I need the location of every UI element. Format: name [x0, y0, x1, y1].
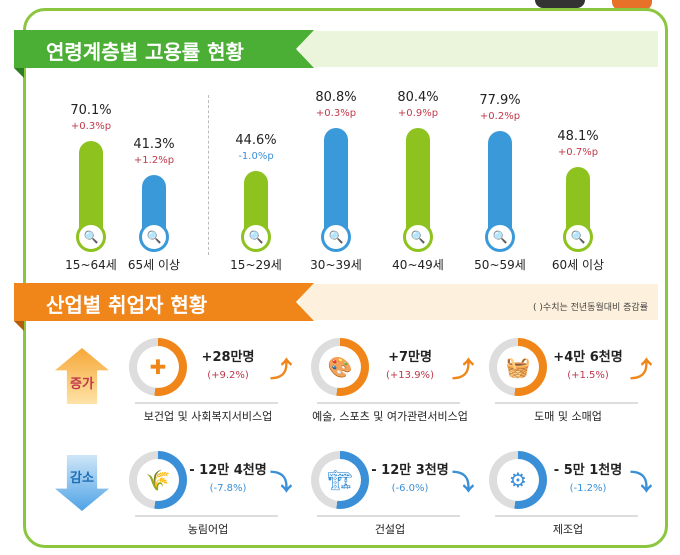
rate-change: +0.7%p	[557, 146, 599, 158]
rate-change: +0.3%p	[70, 120, 112, 132]
industry-icon: ✚	[137, 346, 179, 388]
industry-name: 건설업	[374, 523, 406, 536]
rate-bar	[79, 140, 103, 237]
age-group-label: 65세 이상	[127, 258, 181, 272]
rate-change: -1.0%p	[238, 150, 274, 162]
industry-icon: 🏗	[319, 459, 361, 501]
age-group-label: 50~59세	[474, 258, 526, 272]
employment-rate: 41.3%	[133, 136, 175, 152]
industry-icon: 🌾	[137, 459, 179, 501]
employment-rate: 44.6%	[235, 132, 277, 148]
employment-rate: 70.1%	[70, 102, 112, 118]
employment-change: - 12만 3천명	[371, 463, 449, 478]
industry-name: 보건업 및 사회복지서비스업	[143, 410, 273, 423]
divider	[495, 402, 638, 404]
industry-donut: 🌾	[129, 451, 187, 509]
industry-name: 예술, 스포츠 및 여가관련서비스업	[312, 410, 468, 423]
age-group-label: 15~29세	[230, 258, 282, 272]
document-search-icon: 🔍	[321, 222, 351, 252]
divider	[135, 515, 278, 517]
change-rate: (-1.2%)	[569, 483, 607, 494]
document-search-icon: 🔍	[241, 222, 271, 252]
rate-change: +0.9%p	[397, 108, 439, 120]
change-rate: (-6.0%)	[391, 483, 429, 494]
rate-bar	[488, 131, 512, 237]
industry-donut: ✚	[129, 338, 187, 396]
industry-section-title: 산업별 취업자 현황	[14, 283, 314, 321]
change-rate: (+1.5%)	[567, 370, 609, 381]
rate-change: +0.2%p	[479, 111, 521, 123]
rate-change: +1.2%p	[133, 154, 175, 166]
employment-change: - 12만 4천명	[189, 463, 267, 478]
change-rate: (+13.9%)	[386, 370, 434, 381]
decrease-trend-arrow-icon: ⤵	[452, 471, 475, 496]
industry-name: 제조업	[552, 523, 584, 536]
rate-bar	[406, 128, 430, 237]
industry-name: 농림어업	[187, 523, 229, 536]
banner-band	[300, 284, 658, 320]
rate-change: +0.3%p	[315, 107, 357, 119]
industry-donut: ⚙	[489, 451, 547, 509]
increase-trend-arrow-icon: ⤴	[630, 358, 653, 383]
industry-icon: ⚙	[497, 459, 539, 501]
divider	[317, 402, 460, 404]
industry-donut: 🎨	[311, 338, 369, 396]
document-search-icon: 🔍	[139, 222, 169, 252]
employment-change: +4만 6천명	[553, 350, 623, 365]
age-group-label: 60세 이상	[551, 258, 605, 272]
decrease-trend-arrow-icon: ⤵	[630, 471, 653, 496]
age-group-label: 30~39세	[310, 258, 362, 272]
banner-fold	[14, 321, 24, 331]
employment-rate: 80.8%	[315, 89, 357, 105]
industry-donut: 🏗	[311, 451, 369, 509]
employment-change: +7만명	[388, 350, 432, 365]
divider	[208, 95, 209, 255]
decrease-trend-arrow-icon: ⤵	[270, 471, 293, 496]
industry-icon: 🧺	[497, 346, 539, 388]
employment-rate: 80.4%	[397, 90, 439, 106]
divider	[495, 515, 638, 517]
change-rate: (+9.2%)	[207, 370, 249, 381]
change-rate: (-7.8%)	[209, 483, 247, 494]
banner-fold	[14, 68, 24, 78]
industry-icon: 🎨	[319, 346, 361, 388]
document-search-icon: 🔍	[76, 222, 106, 252]
age-group-label: 15~64세	[65, 258, 117, 272]
industry-donut: 🧺	[489, 338, 547, 396]
rate-bar	[324, 127, 348, 237]
increase-trend-arrow-icon: ⤴	[270, 358, 293, 383]
document-search-icon: 🔍	[485, 222, 515, 252]
age-group-label: 40~49세	[392, 258, 444, 272]
increase-trend-arrow-icon: ⤴	[452, 358, 475, 383]
employment-rate: 48.1%	[557, 128, 599, 144]
divider	[317, 515, 460, 517]
employment-change: - 5만 1천명	[553, 463, 623, 478]
employment-change: +28만명	[201, 350, 255, 365]
banner-band	[300, 31, 658, 67]
document-search-icon: 🔍	[403, 222, 433, 252]
footnote: ( )수치는 전년동월대비 증감률	[533, 303, 648, 313]
decoration	[612, 0, 652, 10]
industry-name: 도매 및 소매업	[534, 410, 602, 423]
decoration	[535, 0, 585, 8]
employment-rate: 77.9%	[479, 93, 521, 109]
document-search-icon: 🔍	[563, 222, 593, 252]
age-section-title: 연령계층별 고용률 현황	[14, 30, 314, 68]
divider	[135, 402, 278, 404]
